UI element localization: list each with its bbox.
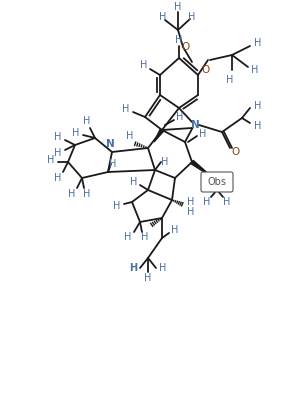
Text: N: N bbox=[106, 139, 114, 149]
Text: H: H bbox=[203, 197, 211, 207]
Text: H: H bbox=[254, 121, 262, 131]
Text: H: H bbox=[174, 2, 182, 12]
Text: O: O bbox=[181, 42, 189, 52]
Text: H: H bbox=[126, 131, 134, 141]
Text: H: H bbox=[175, 35, 183, 45]
Text: H: H bbox=[109, 159, 117, 169]
Text: H: H bbox=[124, 232, 132, 242]
Polygon shape bbox=[154, 129, 164, 142]
Text: H: H bbox=[140, 60, 148, 70]
Text: H: H bbox=[161, 157, 169, 167]
Text: H: H bbox=[199, 129, 207, 139]
Text: H: H bbox=[122, 104, 130, 114]
Text: H: H bbox=[159, 12, 167, 22]
Text: H: H bbox=[187, 207, 195, 217]
Text: H: H bbox=[47, 155, 55, 165]
Text: H: H bbox=[159, 263, 167, 273]
Text: H: H bbox=[83, 116, 91, 126]
FancyBboxPatch shape bbox=[201, 172, 233, 192]
Text: Obs: Obs bbox=[207, 177, 226, 187]
Text: O: O bbox=[232, 147, 240, 157]
Text: H: H bbox=[129, 263, 137, 273]
Text: H: H bbox=[72, 128, 80, 138]
Text: H: H bbox=[68, 189, 76, 199]
Text: H: H bbox=[176, 112, 184, 122]
Text: N: N bbox=[191, 120, 199, 130]
Text: H: H bbox=[226, 75, 234, 85]
Text: H: H bbox=[83, 189, 91, 199]
Text: H: H bbox=[223, 197, 231, 207]
Text: H: H bbox=[141, 232, 149, 242]
Text: H: H bbox=[254, 38, 262, 48]
Text: H: H bbox=[144, 273, 152, 283]
Text: H: H bbox=[171, 225, 179, 235]
Text: H: H bbox=[113, 201, 121, 211]
Text: H: H bbox=[187, 197, 195, 207]
Text: H: H bbox=[54, 132, 62, 142]
Text: H: H bbox=[188, 12, 196, 22]
Polygon shape bbox=[191, 160, 212, 177]
Text: H: H bbox=[254, 101, 262, 111]
Text: H: H bbox=[54, 148, 62, 158]
Text: H: H bbox=[130, 177, 138, 187]
Text: O: O bbox=[202, 65, 210, 75]
Text: H: H bbox=[251, 65, 259, 75]
Text: H: H bbox=[54, 173, 62, 183]
